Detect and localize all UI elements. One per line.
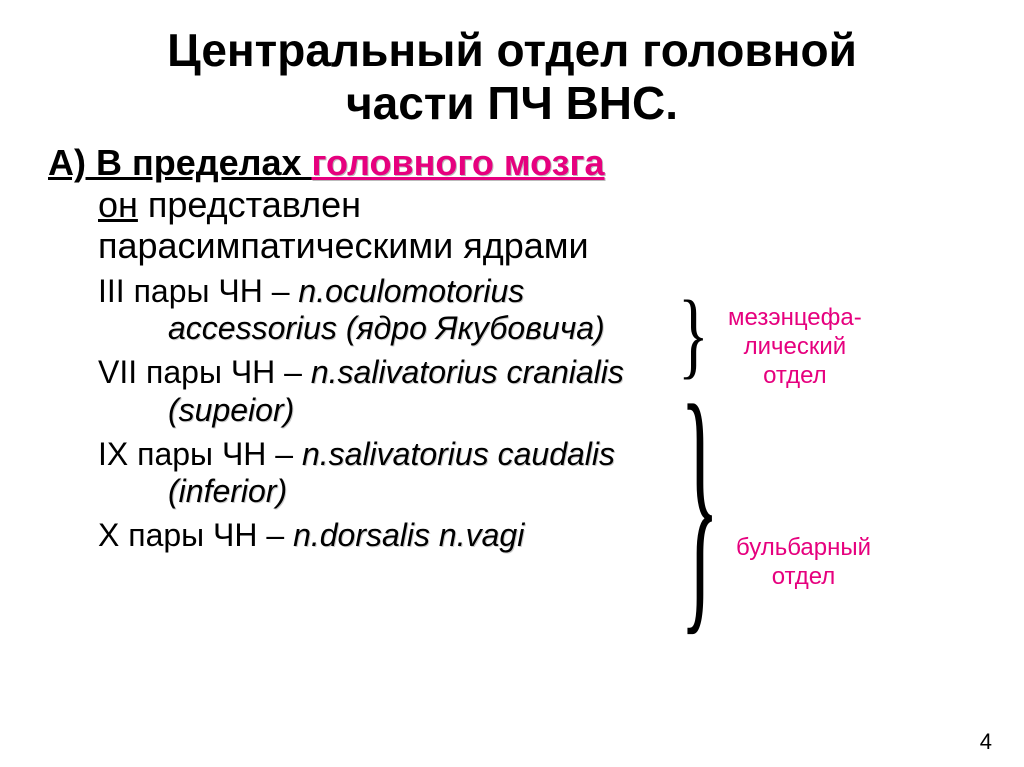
nerve-item-3: III пары ЧН – n.oculomotorius accessoriu… <box>48 273 1024 349</box>
ann1-line2: лический <box>744 333 847 360</box>
section-a-prefix: А) В пределах <box>48 142 312 183</box>
item2-latin-a: n.salivatorius cranialis <box>311 354 624 390</box>
nerve-item-9: IX пары ЧН – n.salivatorius caudalis (in… <box>48 436 1024 512</box>
item1-latin-b: accessorius (ядро Якубовича) <box>98 310 634 348</box>
content-area: А) В пределах головного мозга он предста… <box>0 142 1024 555</box>
ann1-line1: мезэнцефа- <box>728 304 862 331</box>
item3-latin-b: (inferior) <box>98 473 634 511</box>
annotation-bulbar: бульбарный отдел <box>736 534 871 592</box>
item3-prefix: IX пары ЧН – <box>98 436 302 472</box>
item2-latin-b: (supeior) <box>98 392 634 430</box>
item2-prefix: VII пары ЧН – <box>98 354 311 390</box>
page-number: 4 <box>980 729 992 755</box>
title-line2: части ПЧ ВНС. <box>346 77 678 129</box>
annotation-mesencephalic: мезэнцефа- лический отдел <box>728 304 862 390</box>
ann1-line3: отдел <box>763 362 827 389</box>
item1-latin-a: n.oculomotorius <box>298 273 524 309</box>
ann2-line2: отдел <box>772 563 836 590</box>
intro-line2: парасимпатическими ядрами <box>98 225 589 266</box>
section-a-heading: А) В пределах головного мозга <box>48 142 1024 184</box>
intro-rest1: представлен <box>138 184 361 225</box>
title-line1: Центральный отдел головной <box>167 24 857 76</box>
item4-latin: n.dorsalis n.vagi <box>293 517 524 553</box>
nerve-item-10: X пары ЧН – n.dorsalis n.vagi <box>48 517 1024 555</box>
item4-prefix: X пары ЧН – <box>98 517 293 553</box>
ann2-line1: бульбарный <box>736 534 871 561</box>
item3-latin-a: n.salivatorius caudalis <box>302 436 615 472</box>
intro-text: он представлен парасимпатическими ядрами <box>48 184 1024 267</box>
slide-title: Центральный отдел головной части ПЧ ВНС. <box>0 0 1024 130</box>
nerve-item-7: VII пары ЧН – n.salivatorius cranialis (… <box>48 354 1024 430</box>
brace-bulbar: } <box>680 345 719 665</box>
section-a-brain: головного мозга <box>312 142 605 183</box>
item1-prefix: III пары ЧН – <box>98 273 298 309</box>
intro-he: он <box>98 184 138 225</box>
